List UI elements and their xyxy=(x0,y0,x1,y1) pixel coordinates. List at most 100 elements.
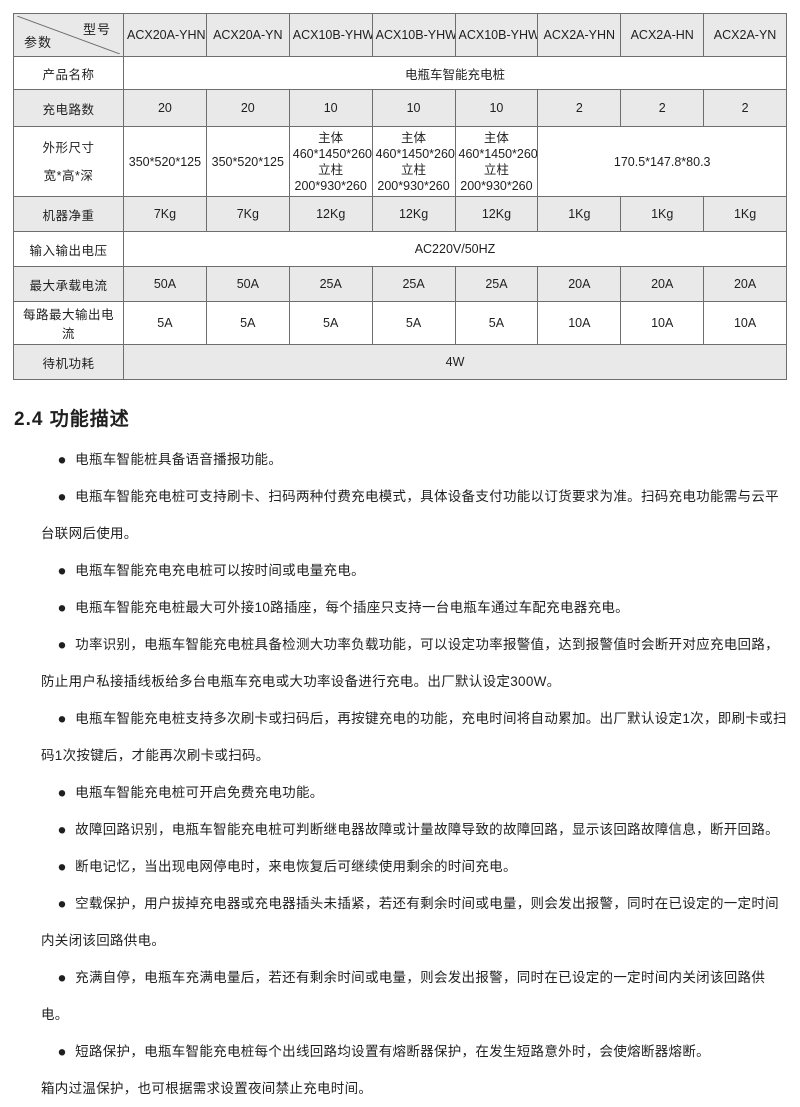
section-heading: 2.4 功能描述 xyxy=(14,409,130,430)
spec-table: 型号 参数 ACX20A-YHN ACX20A-YN ACX10B-YHW-HL… xyxy=(13,13,787,380)
row-label: 待机功耗 xyxy=(13,344,124,380)
feature-item: ● 电瓶车智能充电充电桩可以按时间或电量充电。 xyxy=(41,552,789,589)
spec-cell: 1Kg xyxy=(537,196,622,232)
dimensions-row: 外形尺寸 宽*高*深 350*520*125 350*520*125 主体 46… xyxy=(13,126,787,197)
feature-text: 空载保护，用户拔掉充电器或充电器插头未插紧，若还有剩余时间或电量，则会发出报警，… xyxy=(41,896,779,948)
feature-text: 断电记忆，当出现电网停电时，来电恢复后可继续使用剩余的时间充电。 xyxy=(75,859,517,874)
feature-item: ● 电瓶车智能充电桩可支持刷卡、扫码两种付费充电模式，具体设备支付功能以订货要求为… xyxy=(41,478,789,552)
circuits-row: 充电路数 20 20 10 10 10 2 2 2 xyxy=(13,89,787,127)
spec-cell: 12Kg xyxy=(454,196,539,232)
spec-cell: 10A xyxy=(703,301,787,345)
feature-item: ● 短路保护，电瓶车智能充电桩每个出线回路均设置有熔断器保护，在发生短路意外时，会… xyxy=(41,1033,789,1070)
bullet-icon: ● xyxy=(57,635,67,654)
bullet-icon: ● xyxy=(57,709,67,728)
bullet-icon: ● xyxy=(57,857,67,876)
model-header: ACX20A-YHN xyxy=(123,13,207,57)
feature-item: ● 空载保护，用户拔掉充电器或充电器插头未插紧，若还有剩余时间或电量，则会发出报警… xyxy=(41,885,789,959)
spec-cell: 20A xyxy=(620,266,705,302)
spec-cell: 25A xyxy=(454,266,539,302)
spec-cell: AC220V/50HZ xyxy=(123,231,787,267)
feature-text: 电瓶车智能充电桩可支持刷卡、扫码两种付费充电模式，具体设备支付功能以订货要求为准… xyxy=(41,489,779,541)
feature-text: 电瓶车智能充电桩最大可外接10路插座，每个插座只支持一台电瓶车通过车配充电器充电… xyxy=(75,600,629,615)
corner-label-model: 型号 xyxy=(82,22,111,37)
row-label: 输入输出电压 xyxy=(13,231,124,267)
model-header: ACX2A-HN xyxy=(620,13,705,57)
spec-cell: 1Kg xyxy=(703,196,787,232)
spec-cell: 20 xyxy=(205,89,290,127)
spec-cell: 25A xyxy=(288,266,373,302)
spec-cell: 电瓶车智能充电桩 xyxy=(123,56,787,90)
spec-cell: 12Kg xyxy=(371,196,456,232)
model-header: ACX10B-YHW xyxy=(454,13,539,57)
spec-cell: 10A xyxy=(537,301,622,345)
bullet-icon: ● xyxy=(57,783,67,802)
manual-page: 型号 参数 ACX20A-YHN ACX20A-YN ACX10B-YHW-HL… xyxy=(13,13,789,1096)
max-current-row: 最大承载电流 50A 50A 25A 25A 25A 20A 20A 20A xyxy=(13,266,787,302)
row-label: 机器净重 xyxy=(13,196,124,232)
voltage-row: 输入输出电压 AC220V/50HZ xyxy=(13,231,787,267)
feature-item: ● 电瓶车智能桩具备语音播报功能。 xyxy=(41,441,789,478)
feature-footer: 箱内过温保护，也可根据需求设置夜间禁止充电时间。 xyxy=(41,1081,373,1096)
row-label: 最大承载电流 xyxy=(13,266,124,302)
corner-label-param: 参数 xyxy=(24,35,53,50)
feature-item: ● 电瓶车智能充电桩支持多次刷卡或扫码后，再按键充电的功能，充电时间将自动累加。出… xyxy=(41,700,789,774)
spec-cell: 2 xyxy=(703,89,787,127)
feature-item: ● 电瓶车智能充电桩可开启免费充电功能。 xyxy=(41,774,789,811)
bullet-icon: ● xyxy=(57,487,67,506)
bullet-icon: ● xyxy=(57,968,67,987)
weight-row: 机器净重 7Kg 7Kg 12Kg 12Kg 12Kg 1Kg 1Kg 1Kg xyxy=(13,196,787,232)
row-label: 每路最大输出电流 xyxy=(13,301,124,345)
spec-cell: 50A xyxy=(205,266,290,302)
feature-text: 功率识别，电瓶车智能充电桩具备检测大功率负载功能，可以设定功率报警值，达到报警值… xyxy=(41,637,779,689)
corner-cell: 型号 参数 xyxy=(13,13,124,57)
feature-text: 故障回路识别，电瓶车智能充电桩可判断继电器故障或计量故障导致的故障回路，显示该回… xyxy=(75,822,779,837)
spec-cell: 5A xyxy=(205,301,290,345)
feature-item: ● 电瓶车智能充电桩最大可外接10路插座，每个插座只支持一台电瓶车通过车配充电器充… xyxy=(41,589,789,626)
bullet-icon: ● xyxy=(57,820,67,839)
spec-cell: 10 xyxy=(454,89,539,127)
spec-cell: 170.5*147.8*80.3 xyxy=(537,126,787,197)
spec-cell: 1Kg xyxy=(620,196,705,232)
bullet-icon: ● xyxy=(57,598,67,617)
spec-cell: 25A xyxy=(371,266,456,302)
feature-text: 电瓶车智能充电桩可开启免费充电功能。 xyxy=(75,785,324,800)
spec-cell: 350*520*125 xyxy=(205,126,290,197)
feature-text: 充满自停，电瓶车充满电量后，若还有剩余时间或电量，则会发出报警，同时在已设定的一… xyxy=(41,970,766,1022)
bullet-icon: ● xyxy=(57,1042,67,1061)
model-header: ACX10B-YHW-HL xyxy=(288,13,373,57)
spec-cell: 主体 460*1450*260 立柱 200*930*260 xyxy=(371,126,456,197)
diagonal-line-icon xyxy=(17,16,120,54)
diagonal-split: 型号 参数 xyxy=(17,16,120,54)
product-name-row: 产品名称 电瓶车智能充电桩 xyxy=(13,56,787,90)
bullet-icon: ● xyxy=(57,450,67,469)
spec-cell: 主体 460*1450*260 立柱 200*930*260 xyxy=(454,126,539,197)
feature-item: ● 断电记忆，当出现电网停电时，来电恢复后可继续使用剩余的时间充电。 xyxy=(41,848,789,885)
model-header: ACX2A-YN xyxy=(703,13,787,57)
spec-cell: 5A xyxy=(371,301,456,345)
spec-cell: 12Kg xyxy=(288,196,373,232)
spec-cell: 5A xyxy=(123,301,207,345)
spec-cell: 20A xyxy=(703,266,787,302)
spec-cell: 10 xyxy=(371,89,456,127)
spec-cell: 50A xyxy=(123,266,207,302)
bullet-icon: ● xyxy=(57,561,67,580)
standby-row: 待机功耗 4W xyxy=(13,344,787,380)
model-header: ACX2A-YHN xyxy=(537,13,622,57)
feature-item: ● 故障回路识别，电瓶车智能充电桩可判断继电器故障或计量故障导致的故障回路，显示该… xyxy=(41,811,789,848)
model-header: ACX10B-YHW-LL xyxy=(371,13,456,57)
spec-cell: 20A xyxy=(537,266,622,302)
feature-item: ● 充满自停，电瓶车充满电量后，若还有剩余时间或电量，则会发出报警，同时在已设定的… xyxy=(41,959,789,1033)
feature-text: 电瓶车智能充电充电桩可以按时间或电量充电。 xyxy=(75,563,365,578)
spec-cell: 2 xyxy=(620,89,705,127)
bullet-icon: ● xyxy=(57,894,67,913)
spec-cell: 350*520*125 xyxy=(123,126,207,197)
feature-text: 电瓶车智能桩具备语音播报功能。 xyxy=(75,452,283,467)
spec-cell: 10A xyxy=(620,301,705,345)
feature-item: ● 功率识别，电瓶车智能充电桩具备检测大功率负载功能，可以设定功率报警值，达到报警… xyxy=(41,626,789,700)
spec-cell: 2 xyxy=(537,89,622,127)
row-label: 产品名称 xyxy=(13,56,124,90)
spec-cell: 5A xyxy=(288,301,373,345)
spec-cell: 7Kg xyxy=(205,196,290,232)
feature-text: 短路保护，电瓶车智能充电桩每个出线回路均设置有熔断器保护，在发生短路意外时，会使… xyxy=(75,1044,710,1059)
spec-cell: 4W xyxy=(123,344,787,380)
